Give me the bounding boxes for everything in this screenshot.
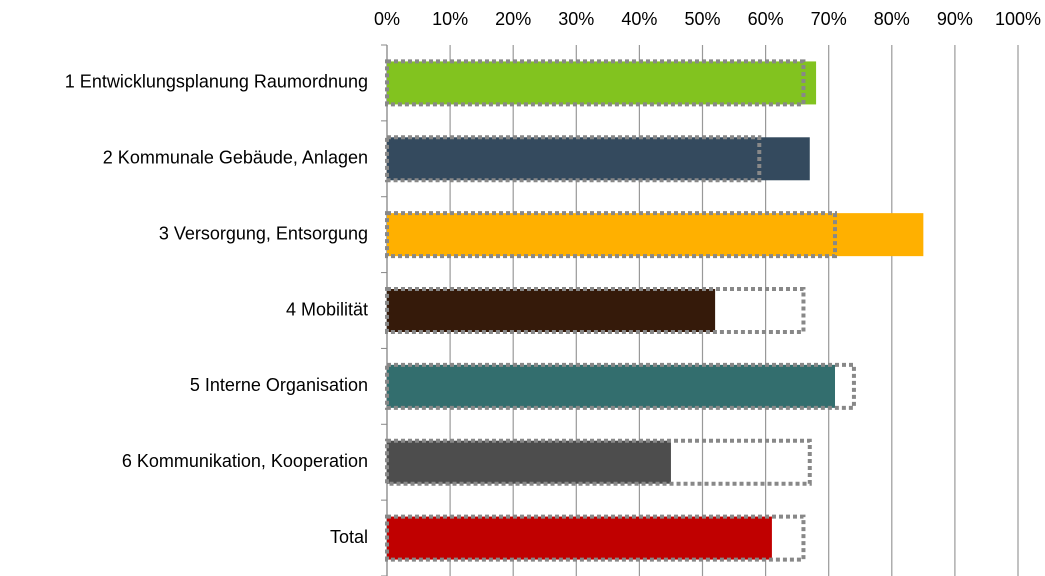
bar: [387, 213, 924, 257]
x-tick-label: 10%: [432, 9, 468, 29]
x-tick-label: 0%: [374, 9, 400, 29]
bar: [387, 289, 716, 332]
y-tick-label: 4 Mobilität: [286, 299, 368, 319]
y-tick-label: 5 Interne Organisation: [190, 375, 368, 395]
y-tick-label: 6 Kommunikation, Kooperation: [122, 451, 368, 471]
bar: [387, 364, 836, 408]
comparison-bar: [385, 211, 838, 259]
comparison-bar: [385, 135, 762, 183]
x-tick-label: 60%: [748, 9, 784, 29]
bar: [387, 440, 671, 484]
x-tick-label: 20%: [495, 9, 531, 29]
y-tick-label: Total: [330, 527, 368, 547]
bar: [387, 61, 817, 105]
comparison-bar: [385, 362, 856, 410]
x-tick-label: 30%: [558, 9, 594, 29]
y-tick-label: 3 Versorgung, Entsorgung: [159, 223, 368, 243]
comparison-bar: [385, 287, 806, 334]
x-tick-label: 40%: [621, 9, 657, 29]
x-tick-label: 90%: [937, 9, 973, 29]
x-tick-label: 100%: [995, 9, 1041, 29]
bar: [387, 516, 772, 560]
x-tick-label: 50%: [684, 9, 720, 29]
comparison-bar: [385, 514, 806, 562]
y-tick-label: 2 Kommunale Gebäude, Anlagen: [103, 148, 368, 168]
comparison-bar: [385, 59, 806, 107]
x-tick-label: 70%: [811, 9, 847, 29]
y-tick-label: 1 Entwicklungsplanung Raumordnung: [65, 72, 368, 92]
comparison-bar: [385, 438, 812, 486]
x-tick-label: 80%: [874, 9, 910, 29]
bar: [387, 137, 810, 181]
